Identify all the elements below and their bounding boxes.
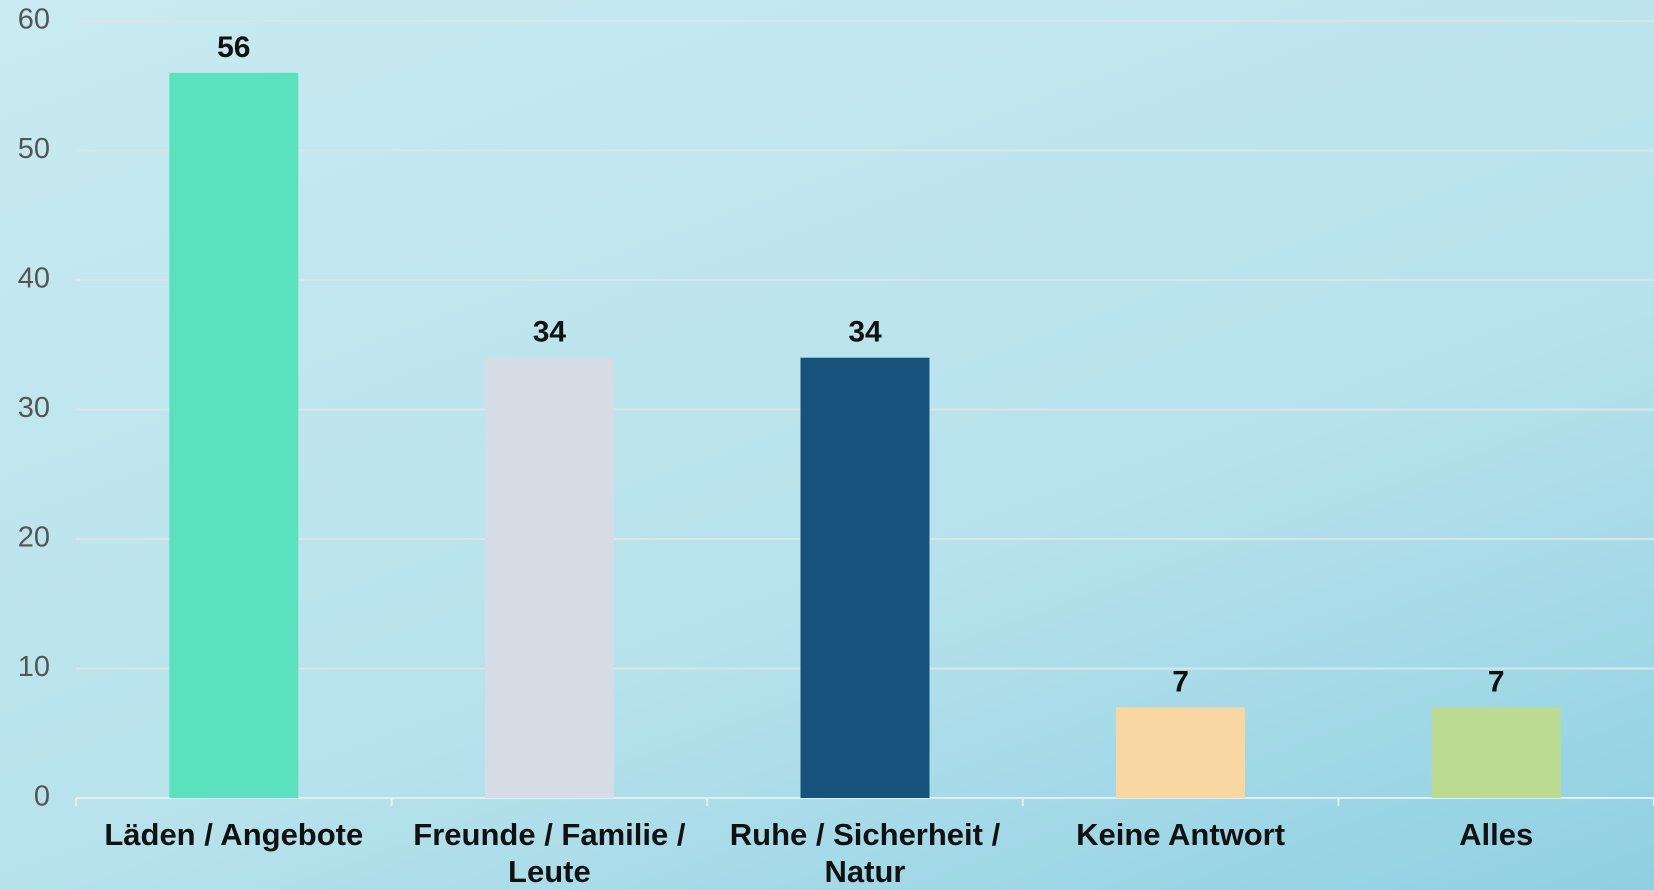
x-tick-label: Keine Antwort (1076, 817, 1286, 852)
y-tick-label: 0 (34, 781, 50, 813)
y-tick-label: 10 (18, 651, 50, 683)
x-tick-label: Alles (1459, 817, 1534, 852)
y-tick-label: 50 (18, 133, 50, 165)
x-tick-label: Läden / Angebote (104, 817, 364, 852)
value-label: 34 (848, 316, 882, 349)
bar (1431, 707, 1561, 798)
y-tick-label: 20 (18, 522, 50, 554)
y-tick-label: 40 (18, 263, 50, 295)
x-tick-label: Freunde / Familie / Leute (413, 817, 686, 889)
bar (484, 357, 614, 798)
x-tick-label: Ruhe / Sicherheit / Natur (729, 817, 1001, 889)
value-label: 34 (533, 316, 567, 349)
value-label: 7 (1172, 665, 1189, 698)
bar (169, 72, 299, 799)
bar (1116, 707, 1246, 798)
bar (800, 357, 930, 798)
y-tick-label: 60 (18, 4, 50, 36)
value-label: 7 (1488, 665, 1505, 698)
value-label: 56 (217, 31, 250, 64)
y-tick-label: 30 (18, 392, 50, 424)
